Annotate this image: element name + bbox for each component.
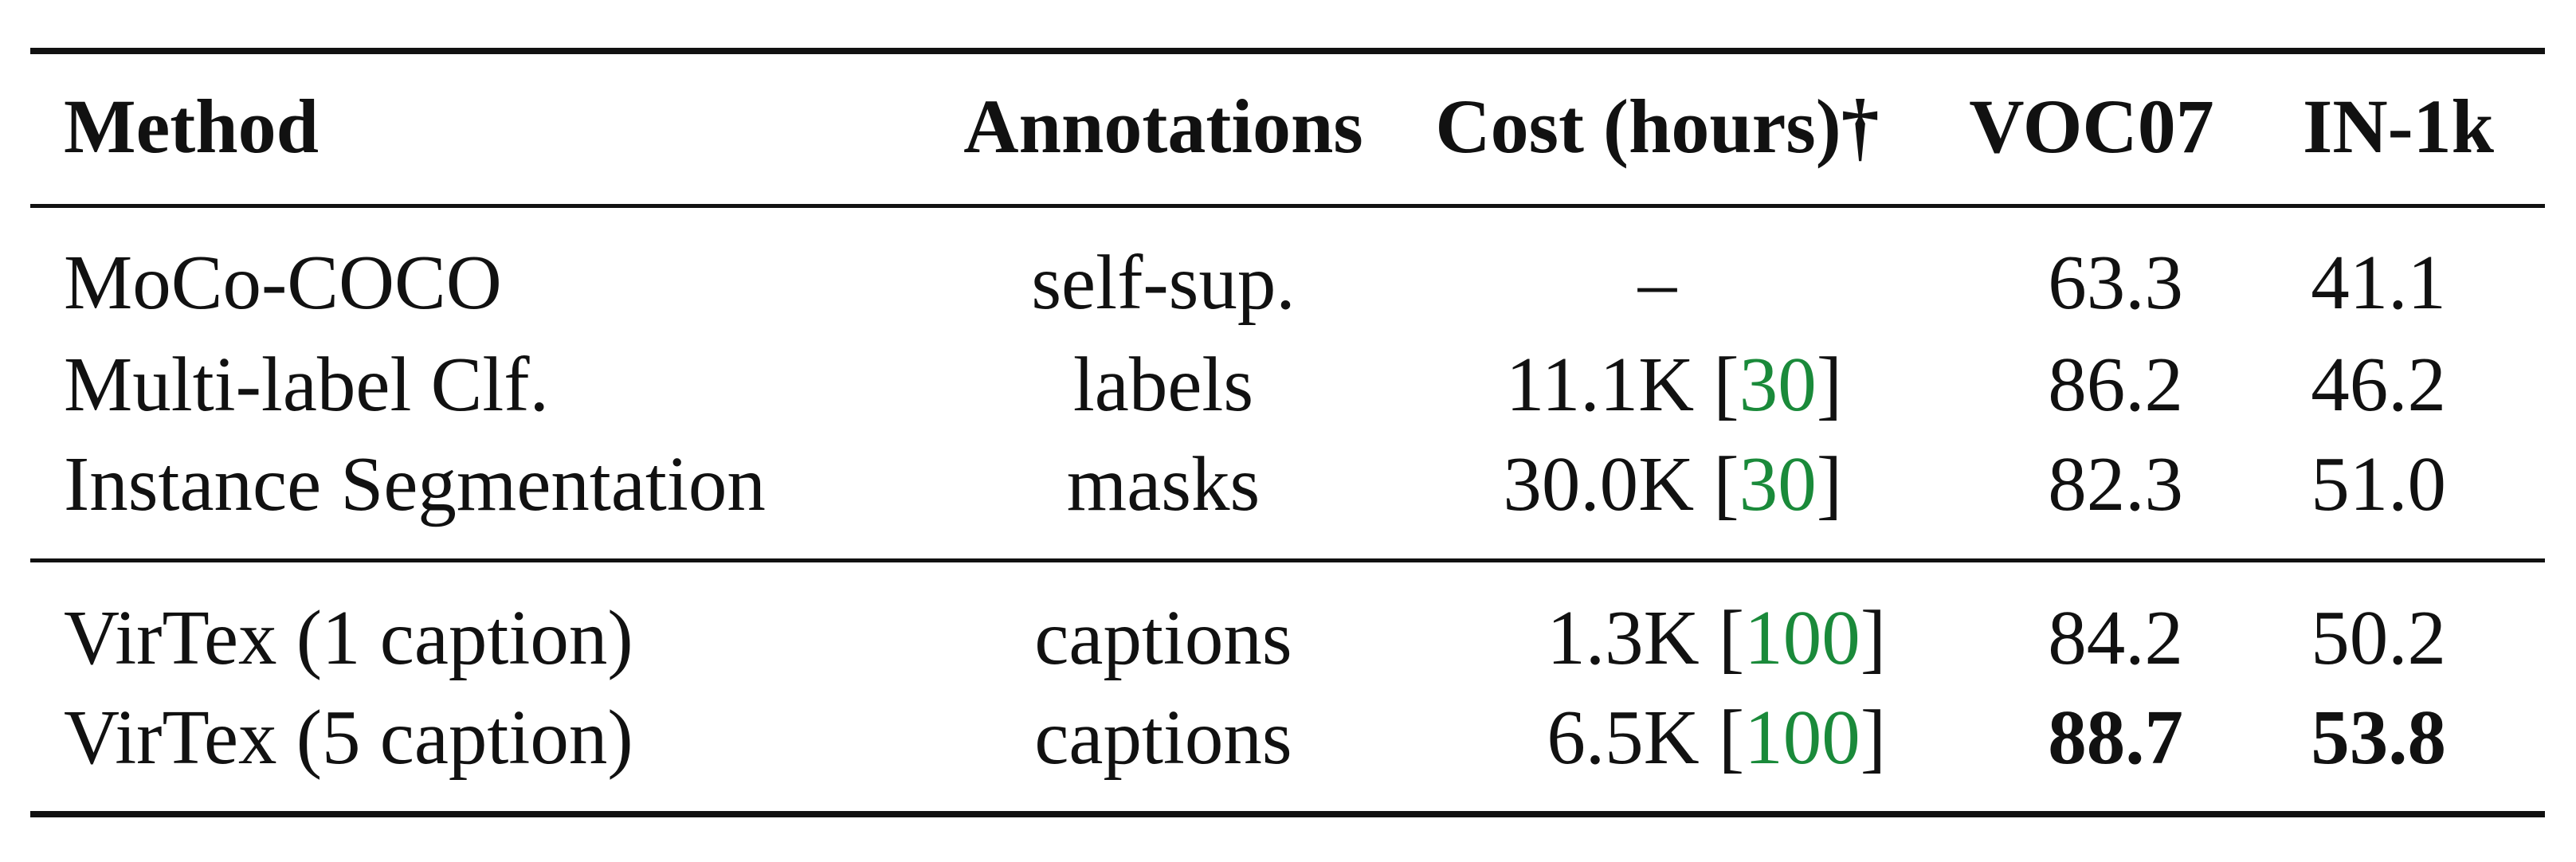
cost-value: 11.1K xyxy=(1505,342,1695,427)
cost-cell: 30.0K [30] xyxy=(1503,441,1842,527)
bottom-rule xyxy=(30,811,2545,817)
table-row: Instance Segmentation masks 30.0K [30] 8… xyxy=(0,441,2576,528)
annotations-cell: captions xyxy=(1034,595,1292,680)
header-voc07: VOC07 xyxy=(1969,84,2214,169)
voc07-cell: 63.3 xyxy=(2048,240,2183,325)
table-row: VirTex (1 caption) captions 1.3K [100] 8… xyxy=(0,594,2576,682)
table-row: Multi-label Clf. labels 11.1K [30] 86.2 … xyxy=(0,341,2576,429)
group-rule xyxy=(30,558,2545,562)
cost-cell: 6.5K [100] xyxy=(1547,695,1886,780)
annotations-cell: masks xyxy=(1066,441,1261,527)
voc07-cell: 82.3 xyxy=(2048,441,2183,527)
citation-link[interactable]: 30 xyxy=(1739,342,1817,427)
header-cost: Cost (hours)† xyxy=(1435,84,1880,169)
citation-link[interactable]: 100 xyxy=(1744,695,1860,780)
cost-value: 30.0K xyxy=(1503,441,1695,527)
header-row: Method Annotations Cost (hours)† VOC07 I… xyxy=(0,83,2576,170)
cost-cell: 11.1K [30] xyxy=(1505,342,1842,427)
cost-value: 1.3K xyxy=(1547,595,1700,680)
voc07-cell-best: 88.7 xyxy=(2048,695,2183,780)
method-cell: VirTex (1 caption) xyxy=(64,595,633,680)
in1k-cell-best: 53.8 xyxy=(2311,695,2446,780)
voc07-cell: 86.2 xyxy=(2048,342,2183,427)
header-annotations: Annotations xyxy=(963,84,1363,169)
voc07-cell: 84.2 xyxy=(2048,595,2183,680)
table-row: MoCo-COCO self-sup. – 63.3 41.1 xyxy=(0,239,2576,327)
cost-value: 6.5K xyxy=(1547,695,1700,780)
cost-cell: – xyxy=(1637,240,1677,325)
method-cell: Instance Segmentation xyxy=(64,441,766,527)
in1k-cell: 50.2 xyxy=(2311,595,2446,680)
annotations-cell: self-sup. xyxy=(1031,240,1296,325)
cost-cell: 1.3K [100] xyxy=(1547,595,1886,680)
in1k-cell: 46.2 xyxy=(2311,342,2446,427)
method-cell: VirTex (5 caption) xyxy=(64,695,633,780)
table-row: VirTex (5 caption) captions 6.5K [100] 8… xyxy=(0,694,2576,782)
header-in1k: IN-1k xyxy=(2302,84,2495,169)
header-method: Method xyxy=(64,84,319,169)
in1k-cell: 41.1 xyxy=(2311,240,2446,325)
method-cell: Multi-label Clf. xyxy=(64,342,549,427)
in1k-cell: 51.0 xyxy=(2311,441,2446,527)
citation-link[interactable]: 100 xyxy=(1744,595,1860,680)
citation-link[interactable]: 30 xyxy=(1739,441,1817,527)
annotations-cell: captions xyxy=(1034,695,1292,780)
header-rule xyxy=(30,204,2545,208)
annotations-cell: labels xyxy=(1072,342,1254,427)
method-cell: MoCo-COCO xyxy=(64,240,502,325)
top-rule xyxy=(30,48,2545,54)
